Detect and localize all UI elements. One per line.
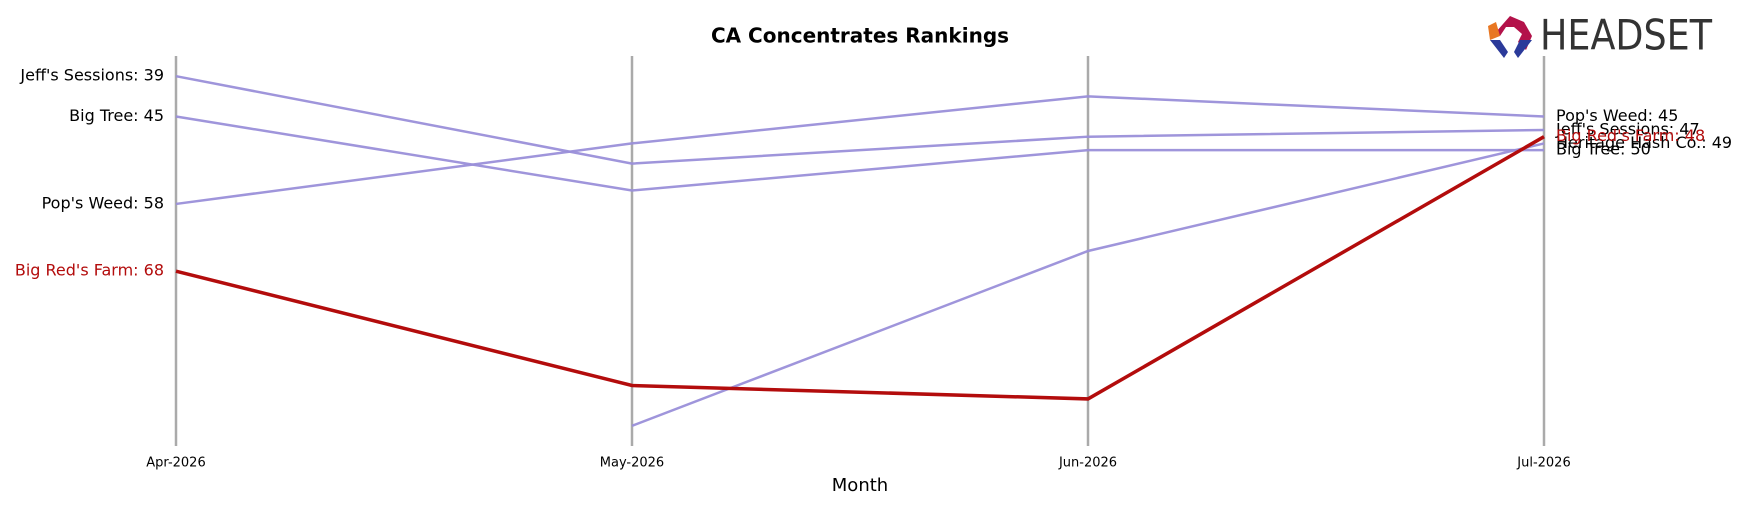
value-label: Jeff's Sessions: 47 bbox=[1555, 119, 1700, 138]
value-label: Jeff's Sessions: 39 bbox=[19, 66, 164, 85]
x-tick-label: Apr-2026 bbox=[146, 456, 205, 471]
logo-mark bbox=[1490, 40, 1508, 58]
series-line bbox=[175, 95, 1545, 206]
logo: HEADSET bbox=[1488, 11, 1712, 60]
value-label: Pop's Weed: 58 bbox=[42, 193, 164, 212]
series-line bbox=[175, 74, 1545, 165]
value-label: Pop's Weed: 45 bbox=[1556, 106, 1678, 125]
series-line bbox=[175, 115, 1544, 192]
value-label: Big Red's Farm: 48 bbox=[1556, 126, 1705, 145]
x-axis-label: Month bbox=[832, 475, 888, 496]
logo-text: HEADSET bbox=[1540, 11, 1712, 60]
x-tick-label: Jul-2026 bbox=[1516, 456, 1570, 471]
chart-title: CA Concentrates Rankings bbox=[711, 24, 1009, 48]
series-line bbox=[631, 142, 1545, 427]
logo-mark bbox=[1488, 22, 1500, 40]
x-tick-label: Jun-2026 bbox=[1058, 456, 1117, 471]
series-line bbox=[175, 135, 1545, 401]
value-label: Big Tree: 45 bbox=[69, 106, 164, 125]
value-label: Big Tree: 50 bbox=[1556, 140, 1651, 159]
x-tick-label: May-2026 bbox=[600, 456, 664, 471]
value-label: Heritage Hash Co.: 49 bbox=[1556, 133, 1732, 152]
logo-mark bbox=[1514, 40, 1532, 58]
value-label: Big Red's Farm: 68 bbox=[15, 261, 164, 280]
